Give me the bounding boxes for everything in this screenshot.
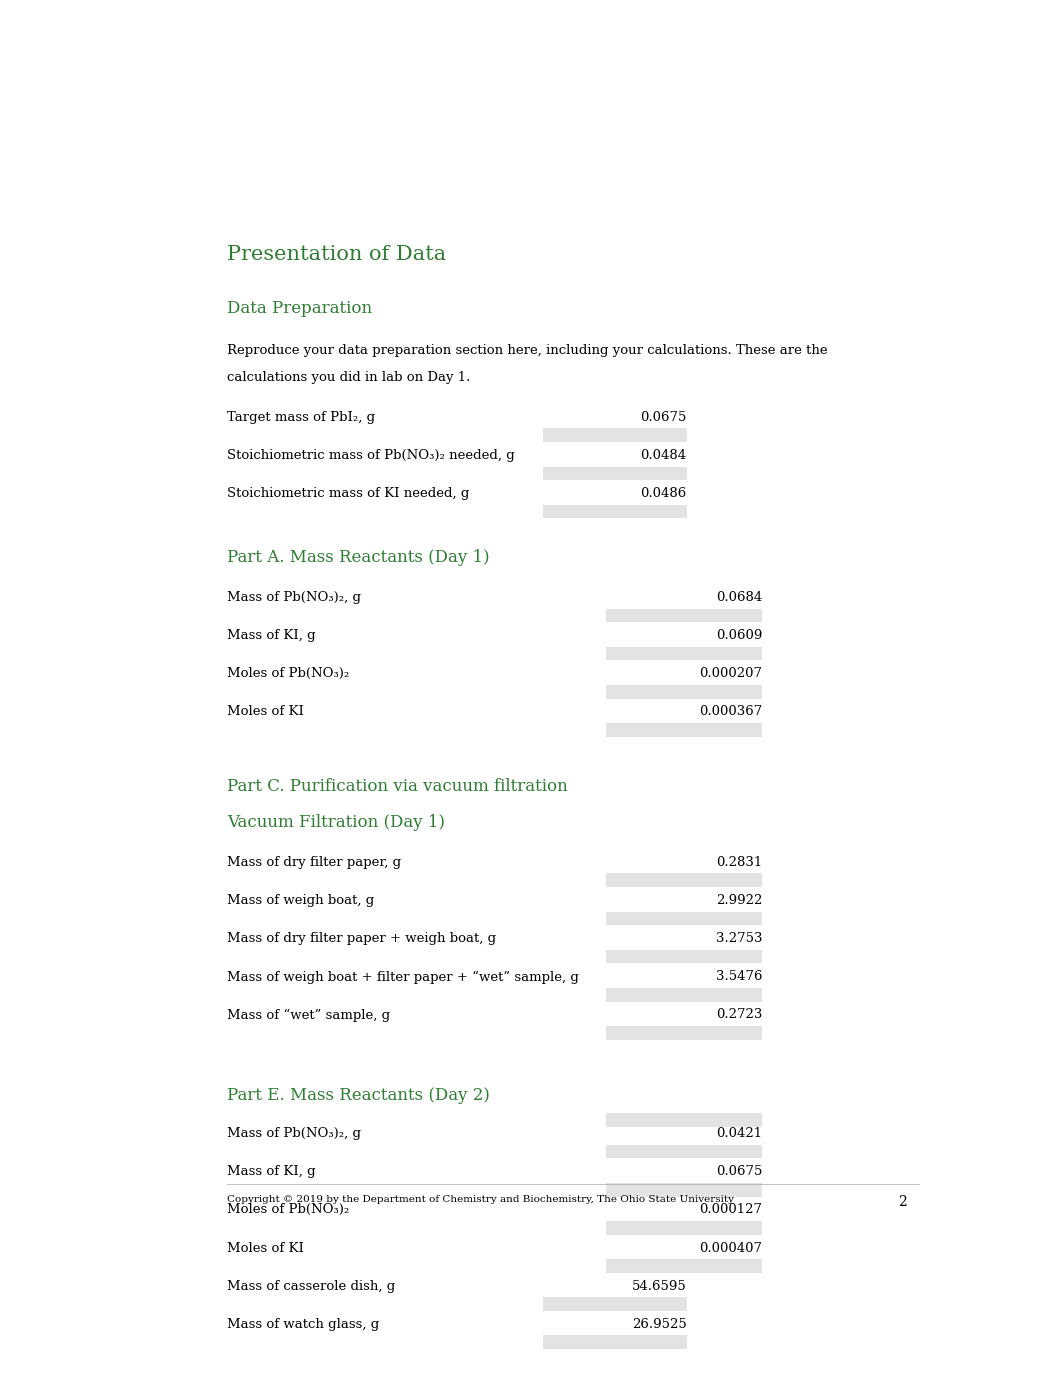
Text: 26.9525: 26.9525 — [632, 1318, 687, 1331]
Text: Part A. Mass Reactants (Day 1): Part A. Mass Reactants (Day 1) — [227, 549, 490, 566]
Bar — [606, 685, 763, 699]
Text: 0.0675: 0.0675 — [716, 1165, 763, 1178]
Text: 0.000127: 0.000127 — [700, 1204, 763, 1216]
Bar — [606, 608, 763, 622]
Text: Stoichiometric mass of Pb(NO₃)₂ needed, g: Stoichiometric mass of Pb(NO₃)₂ needed, … — [227, 449, 515, 462]
Bar — [606, 911, 763, 925]
Text: 0.000407: 0.000407 — [700, 1241, 763, 1255]
Bar — [606, 874, 763, 888]
Text: Mass of Pb(NO₃)₂, g: Mass of Pb(NO₃)₂, g — [227, 1127, 361, 1141]
Text: 2: 2 — [898, 1194, 907, 1210]
Bar — [606, 647, 763, 660]
Text: Moles of KI: Moles of KI — [227, 706, 305, 718]
Text: 0.0484: 0.0484 — [640, 449, 687, 462]
Bar — [606, 1113, 763, 1127]
Text: 0.0675: 0.0675 — [640, 411, 687, 424]
Bar — [606, 988, 763, 1002]
Text: Stoichiometric mass of KI needed, g: Stoichiometric mass of KI needed, g — [227, 487, 469, 501]
Text: Data Preparation: Data Preparation — [227, 300, 373, 316]
Bar — [606, 949, 763, 963]
Text: Mass of dry filter paper + weigh boat, g: Mass of dry filter paper + weigh boat, g — [227, 932, 497, 945]
Text: Part C. Purification via vacuum filtration: Part C. Purification via vacuum filtrati… — [227, 777, 568, 794]
Text: 0.000207: 0.000207 — [700, 667, 763, 680]
Text: Mass of weigh boat + filter paper + “wet” sample, g: Mass of weigh boat + filter paper + “wet… — [227, 970, 579, 984]
Text: 0.2831: 0.2831 — [716, 856, 763, 868]
Text: Vacuum Filtration (Day 1): Vacuum Filtration (Day 1) — [227, 813, 445, 831]
Bar — [543, 1298, 687, 1311]
Text: Reproduce your data preparation section here, including your calculations. These: Reproduce your data preparation section … — [227, 344, 828, 358]
Bar — [606, 1259, 763, 1273]
Text: Copyright © 2019 by the Department of Chemistry and Biochemistry, The Ohio State: Copyright © 2019 by the Department of Ch… — [227, 1194, 735, 1204]
Text: 3.5476: 3.5476 — [716, 970, 763, 984]
Text: 3.2753: 3.2753 — [716, 932, 763, 945]
Text: Mass of “wet” sample, g: Mass of “wet” sample, g — [227, 1009, 391, 1022]
Text: 0.0421: 0.0421 — [716, 1127, 763, 1141]
Text: Mass of Pb(NO₃)₂, g: Mass of Pb(NO₃)₂, g — [227, 592, 361, 604]
Text: calculations you did in lab on Day 1.: calculations you did in lab on Day 1. — [227, 370, 470, 384]
Text: Mass of watch glass, g: Mass of watch glass, g — [227, 1318, 379, 1331]
Text: Mass of weigh boat, g: Mass of weigh boat, g — [227, 894, 375, 907]
Text: Moles of Pb(NO₃)₂: Moles of Pb(NO₃)₂ — [227, 1204, 349, 1216]
Text: Moles of KI: Moles of KI — [227, 1241, 305, 1255]
Bar — [543, 505, 687, 519]
Bar — [606, 1183, 763, 1197]
Text: Mass of casserole dish, g: Mass of casserole dish, g — [227, 1280, 396, 1292]
Text: 0.0486: 0.0486 — [640, 487, 687, 501]
Bar — [543, 466, 687, 480]
Text: 0.0609: 0.0609 — [716, 629, 763, 643]
Text: Presentation of Data: Presentation of Data — [227, 245, 446, 264]
Text: 0.0684: 0.0684 — [716, 592, 763, 604]
Text: Moles of Pb(NO₃)₂: Moles of Pb(NO₃)₂ — [227, 667, 349, 680]
Text: Mass of KI, g: Mass of KI, g — [227, 629, 316, 643]
Bar — [606, 1145, 763, 1159]
Text: 0.000367: 0.000367 — [699, 706, 763, 718]
Text: Part E. Mass Reactants (Day 2): Part E. Mass Reactants (Day 2) — [227, 1087, 491, 1104]
Text: Target mass of PbI₂, g: Target mass of PbI₂, g — [227, 411, 376, 424]
Bar — [606, 1026, 763, 1040]
Bar — [543, 1335, 687, 1348]
Text: 54.6595: 54.6595 — [632, 1280, 687, 1292]
Bar — [606, 1221, 763, 1234]
Text: Mass of dry filter paper, g: Mass of dry filter paper, g — [227, 856, 401, 868]
Text: Mass of KI, g: Mass of KI, g — [227, 1165, 316, 1178]
Bar — [606, 722, 763, 736]
Text: 0.2723: 0.2723 — [716, 1009, 763, 1021]
Bar — [543, 428, 687, 442]
Text: 2.9922: 2.9922 — [716, 894, 763, 907]
